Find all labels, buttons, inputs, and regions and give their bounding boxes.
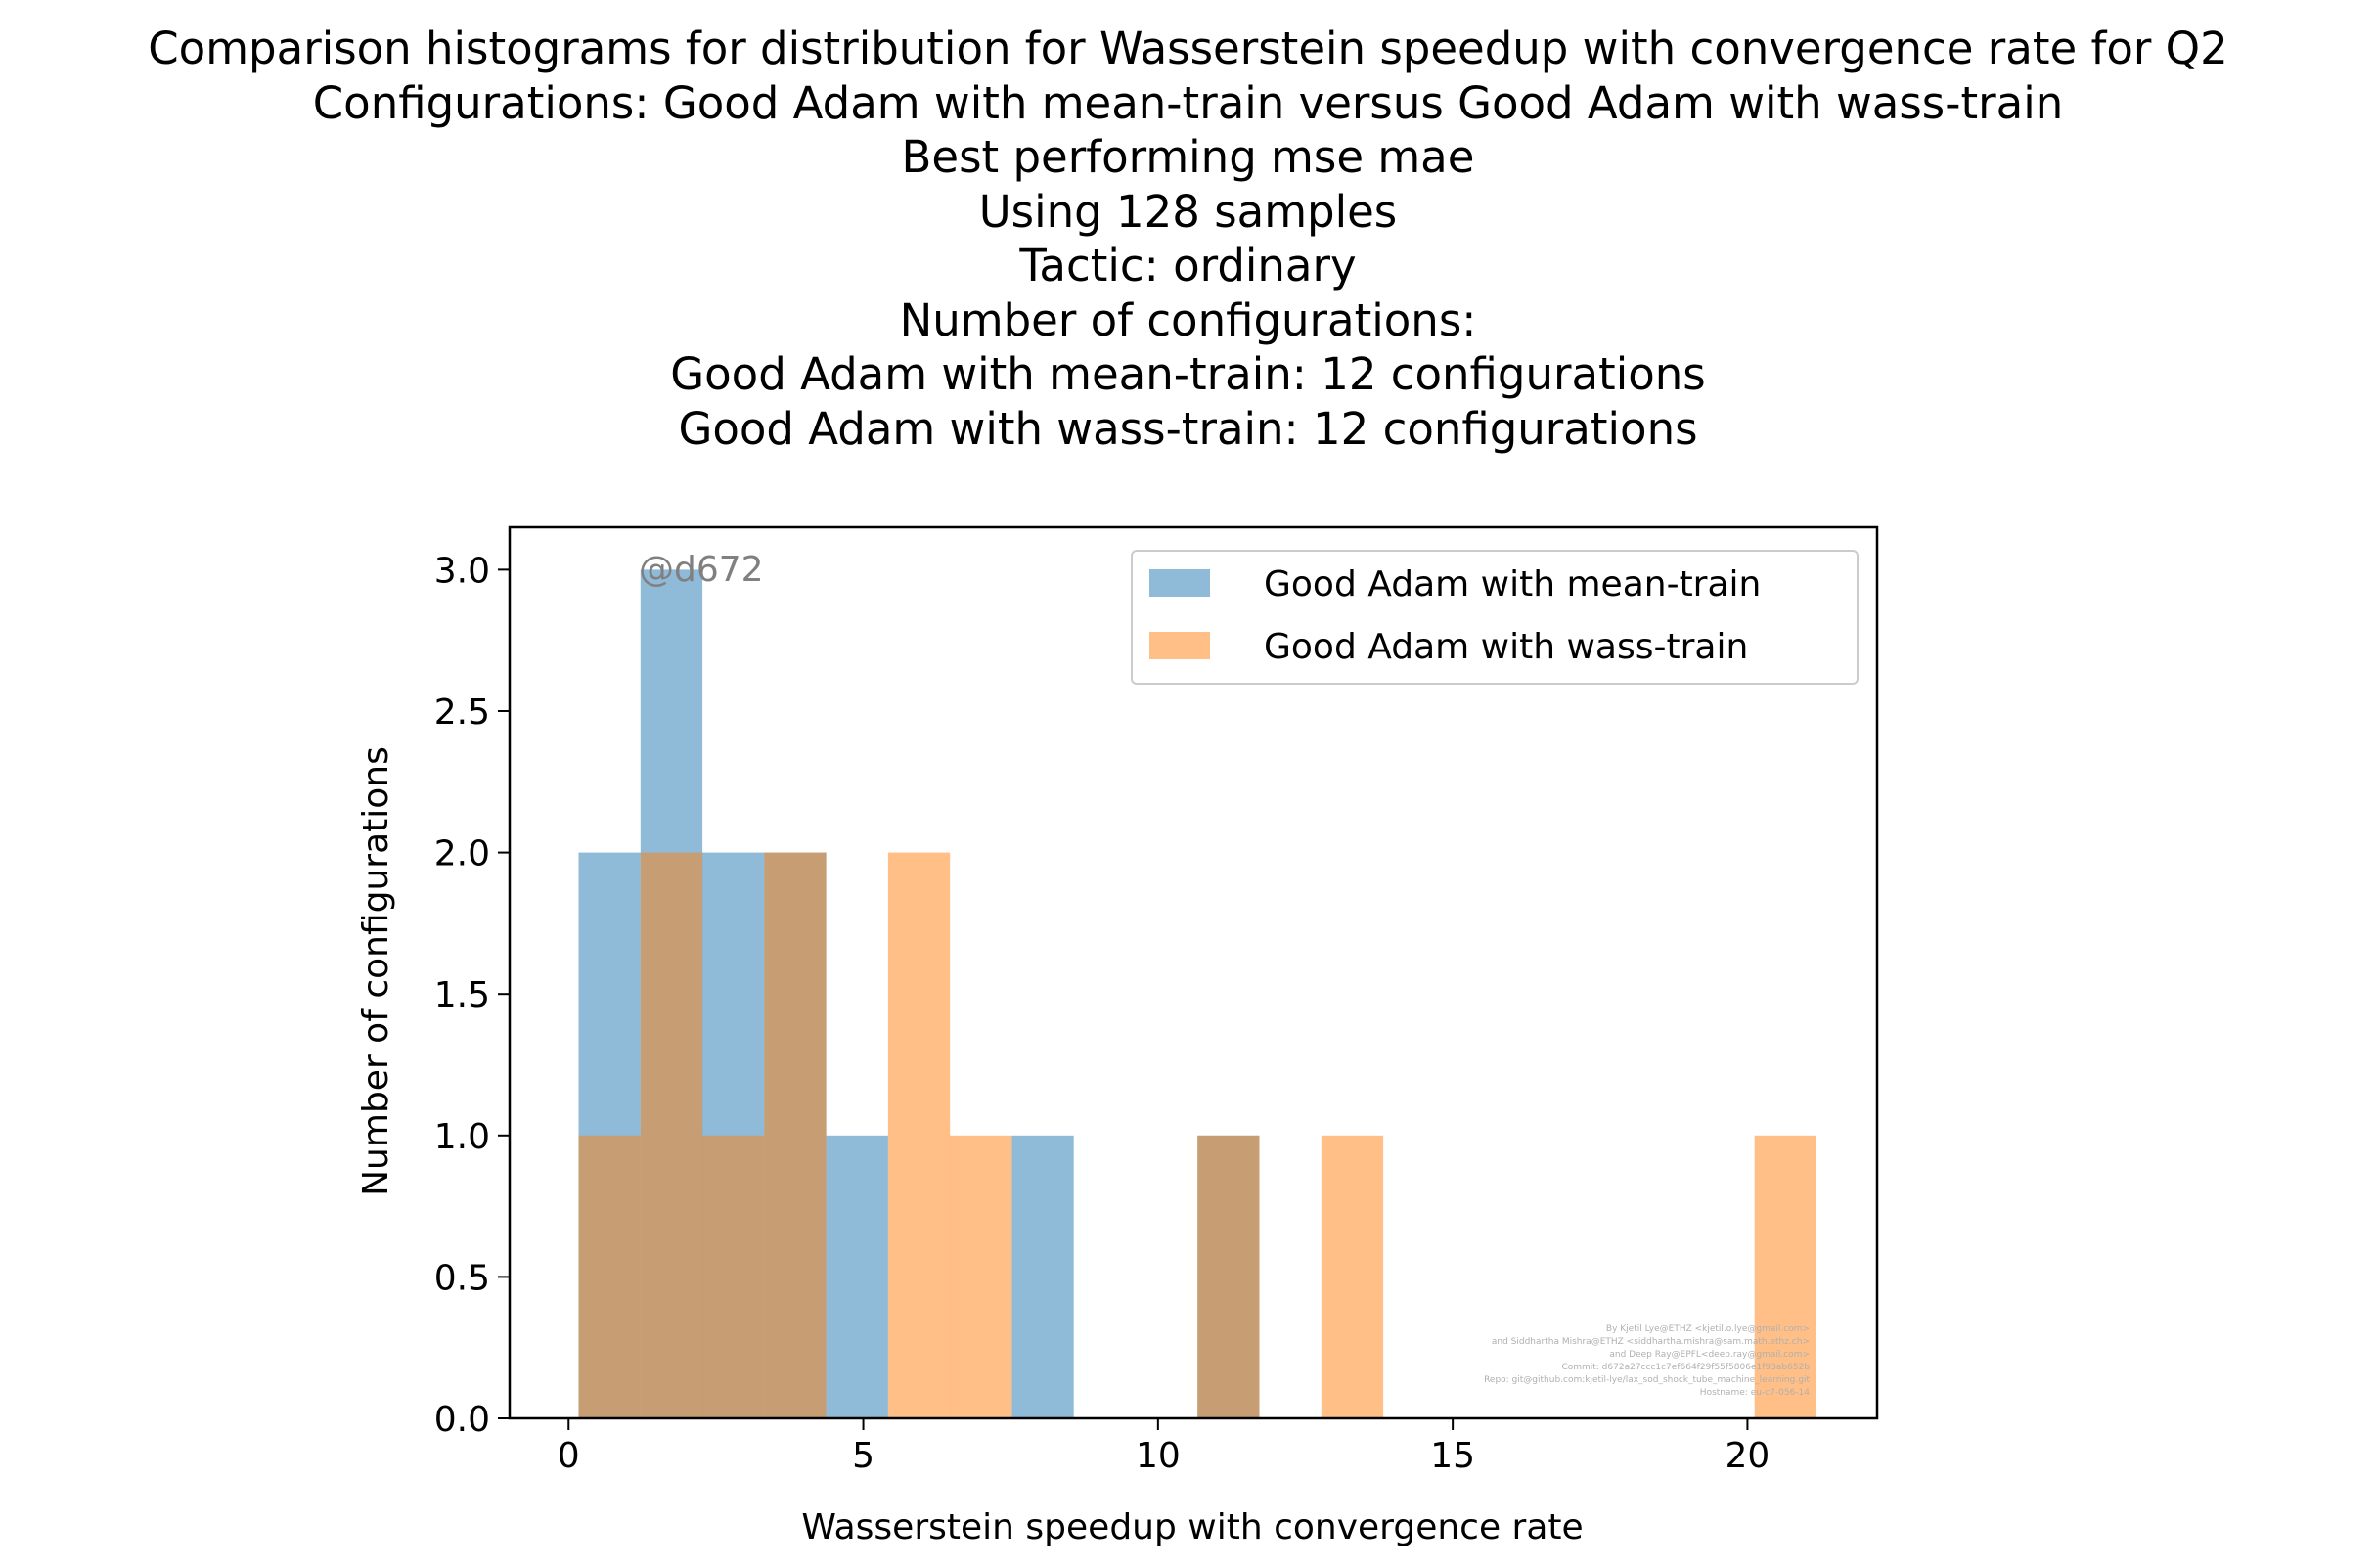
title-line: Using 128 samples	[978, 185, 1398, 238]
y-tick-label: 3.0	[434, 551, 490, 591]
legend-label-wass-train: Good Adam with wass-train	[1264, 627, 1748, 667]
title-line: Best performing mse mae	[901, 131, 1475, 183]
credit-line: By Kjetil Lye@ETHZ <kjetil.o.lye@gmail.c…	[1606, 1324, 1810, 1334]
histogram-bar-series-1	[578, 1135, 641, 1418]
y-tick-label: 0.0	[434, 1400, 490, 1440]
title-line: Tactic: ordinary	[1019, 240, 1357, 291]
credit-line: and Siddhartha Mishra@ETHZ <siddhartha.m…	[1492, 1337, 1810, 1347]
credit-line: Repo: git@github.com:kjetil-lye/lax_sod_…	[1484, 1375, 1810, 1385]
y-tick-label: 0.5	[434, 1258, 490, 1298]
y-axis-label: Number of configurations	[356, 746, 396, 1196]
bars-layer	[578, 569, 1816, 1418]
x-tick-label: 10	[1136, 1436, 1181, 1476]
legend: Good Adam with mean-train Good Adam with…	[1131, 550, 1859, 685]
histogram-bar-series-1	[640, 852, 703, 1418]
histogram-bar-series-1	[702, 1135, 765, 1418]
x-tick-label: 15	[1430, 1436, 1475, 1476]
legend-swatch-wass-train	[1149, 632, 1210, 659]
histogram-bar-series-1	[950, 1135, 1012, 1418]
title-line: Number of configurations:	[899, 293, 1477, 346]
y-tick-label: 1.5	[434, 975, 490, 1015]
chart-title: Comparison histograms for distribution f…	[0, 22, 2376, 456]
axes-frame	[508, 525, 1879, 1420]
histogram-bar-series-0	[826, 1135, 888, 1418]
title-line: Comparison histograms for distribution f…	[148, 22, 2228, 74]
ticks-layer: 0 5 10 15 20 0.0 0.5 1.0 1.5 2.0 2.5 3.0	[434, 551, 1771, 1476]
histogram-bar-series-0	[1011, 1135, 1074, 1418]
y-tick-label: 2.5	[434, 693, 490, 733]
credits-block: By Kjetil Lye@ETHZ <kjetil.o.lye@gmail.c…	[1484, 1324, 1810, 1398]
legend-label-mean-train: Good Adam with mean-train	[1264, 564, 1761, 605]
histogram-bar-series-1	[764, 852, 827, 1418]
x-axis-label: Wasserstein speedup with convergence rat…	[801, 1507, 1583, 1547]
histogram-bar-series-1	[887, 852, 951, 1418]
title-line: Configurations: Good Adam with mean-trai…	[312, 76, 2064, 129]
credit-line: and Deep Ray@EPFL<deep.ray@gmail.com>	[1609, 1350, 1810, 1360]
y-tick-label: 1.0	[434, 1117, 490, 1157]
x-tick-label: 0	[558, 1436, 580, 1476]
histogram-bar-series-1	[1754, 1135, 1816, 1418]
title-line: Good Adam with wass-train: 12 configurat…	[678, 402, 1698, 455]
y-tick-label: 2.0	[434, 834, 490, 874]
histogram-bar-series-1	[1197, 1135, 1260, 1418]
legend-swatch-mean-train	[1149, 569, 1210, 597]
histogram-bar-series-1	[1321, 1135, 1384, 1418]
legend-box	[1131, 550, 1859, 685]
x-tick-label: 20	[1726, 1436, 1771, 1476]
title-line: Good Adam with mean-train: 12 configurat…	[670, 348, 1706, 400]
credit-line: Hostname: eu-c7-056-14	[1700, 1388, 1810, 1398]
watermark: @d672	[639, 550, 764, 590]
x-tick-label: 5	[852, 1436, 874, 1476]
credit-line: Commit: d672a27ccc1c7ef664f29f55f5806e1f…	[1561, 1363, 1810, 1372]
